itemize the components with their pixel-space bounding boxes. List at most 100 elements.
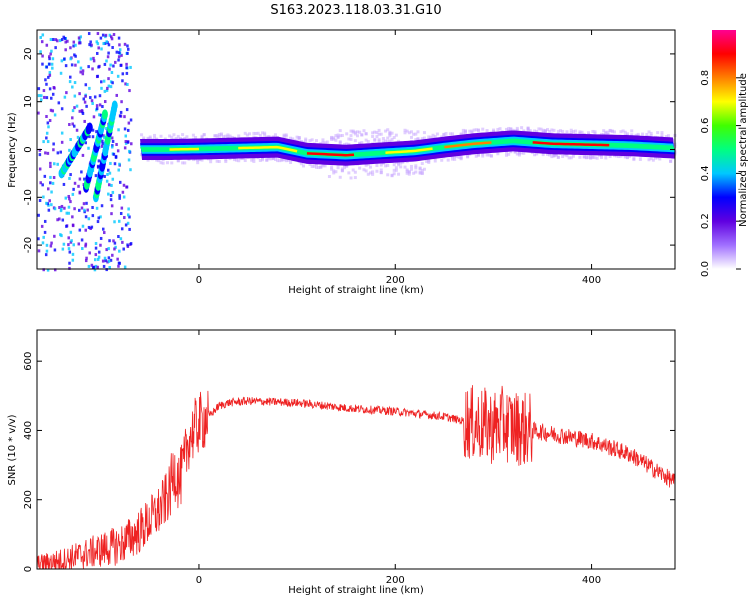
spectrogram-halo-cell — [574, 129, 578, 133]
spectrogram-scatter-cell — [122, 247, 125, 251]
spectrogram-scatter-cell — [94, 253, 98, 257]
spectrogram-x-ticks: 0 200 400 — [196, 30, 601, 286]
spectrogram-scatter-cell — [62, 242, 66, 246]
spectrogram-halo-cell — [209, 160, 213, 164]
spectrogram-halo-cell — [334, 170, 338, 174]
snr-series-line — [36, 385, 676, 570]
spectrogram-halo-cell — [403, 165, 407, 169]
spectrogram-halo-cell — [535, 129, 539, 133]
spectrogram-scatter-cell — [45, 115, 48, 119]
spectrogram-scatter-cell — [84, 259, 88, 263]
spectrogram-halo-cell — [589, 156, 593, 160]
spectrogram-scatter-cell — [107, 84, 111, 88]
spectrogram-halo-cell — [252, 159, 256, 163]
spectrogram-halo-cell — [314, 162, 318, 166]
spectrogram-scatter-cell — [67, 247, 71, 251]
spectrogram-halo-cell — [161, 161, 165, 165]
spectrogram-scatter-cell — [95, 107, 99, 111]
spectrogram-halo-cell — [386, 173, 390, 177]
spectrogram-halo-cell — [466, 154, 470, 158]
spectrogram-halo-cell — [345, 142, 349, 146]
snr-y-tick-label: 600 — [23, 352, 34, 371]
spectrogram-scatter-cell — [82, 202, 86, 206]
spectrogram-halo-cell — [248, 132, 252, 136]
spectrogram-scatter-cell — [68, 197, 71, 201]
spectrogram-scatter-cell — [93, 95, 97, 99]
spectrogram-halo-cell — [546, 127, 550, 131]
spectrogram-scatter-cell — [53, 234, 56, 238]
spectrogram-scatter-cell — [71, 85, 74, 89]
spectrogram-scatter-cell — [83, 177, 86, 181]
spectrogram-scatter-cell — [64, 64, 68, 68]
spectrogram-halo-cell — [347, 137, 351, 141]
spectrogram-scatter-cell — [73, 181, 77, 185]
spectrogram-scatter-cell — [107, 259, 111, 263]
spectrogram-scatter-cell — [113, 162, 117, 166]
spectrogram-halo-cell — [541, 153, 545, 157]
spectrogram-halo-cell — [515, 126, 519, 130]
spectrogram-scatter-cell — [95, 130, 98, 134]
spectrogram-halo-cell — [340, 167, 344, 171]
spectrogram-halo-cell — [349, 176, 353, 180]
spectrogram-halo-cell — [334, 134, 338, 138]
spectrogram-scatter-cell — [105, 59, 108, 63]
spectrogram-halo-cell — [459, 156, 463, 160]
spectrogram-halo-cell — [517, 153, 521, 157]
spectrogram-halo-cell — [578, 155, 582, 159]
spectrogram-scatter-cell — [93, 268, 97, 272]
spectrogram-halo-cell — [202, 133, 206, 137]
spectrogram-scatter-cell — [51, 38, 55, 42]
spectrogram-halo-cell — [600, 132, 604, 136]
spectrogram-scatter-cell — [107, 77, 110, 81]
spectrogram-halo-cell — [353, 139, 357, 143]
spectrogram-halo-cell — [153, 136, 157, 140]
spectrogram-halo-cell — [386, 128, 390, 132]
spectrogram-scatter-cell — [125, 71, 129, 75]
spectrogram-halo-cell — [492, 130, 496, 134]
spectrogram-halo-cell — [364, 132, 368, 136]
spectrogram-halo-cell — [414, 170, 418, 174]
spectrogram-halo-cell — [660, 133, 664, 137]
spectrogram-halo-cell — [628, 154, 632, 158]
spectrogram-halo-cell — [409, 167, 413, 171]
spectrogram-halo-cell — [541, 128, 545, 132]
spectrogram-halo-cell — [379, 163, 383, 167]
spectrogram-halo-cell — [422, 131, 426, 135]
spectrogram-scatter-cell — [85, 201, 88, 205]
spectrogram-scatter-cell — [89, 57, 93, 61]
spectrogram-halo-cell — [533, 153, 537, 157]
spectrogram-halo-cell — [282, 133, 286, 137]
spectrogram-scatter-cell — [126, 213, 130, 217]
spectrogram-halo-cell — [630, 133, 634, 137]
spectrogram-scatter-cell — [84, 228, 88, 232]
spectrogram-x-tick-label: 400 — [582, 275, 601, 286]
spectrogram-scatter-cell — [106, 86, 109, 90]
spectrogram-halo-cell — [282, 158, 286, 162]
spectrogram-halo-cell — [489, 154, 493, 158]
spectrogram-scatter-cell — [42, 268, 45, 272]
spectrogram-scatter-cell — [108, 239, 111, 243]
spectrogram-halo-cell — [386, 140, 390, 144]
spectrogram-halo-cell — [269, 157, 273, 161]
spectrogram-scatter-cell — [80, 170, 83, 174]
spectrogram-scatter-cell — [81, 153, 85, 157]
spectrogram-halo-cell — [371, 170, 375, 174]
spectrogram-scatter-cell — [123, 115, 126, 119]
spectrogram-halo-cell — [340, 169, 344, 173]
spectrogram-halo-cell — [399, 165, 403, 169]
spectrogram-scatter-cell — [91, 135, 95, 139]
spectrogram-scatter-cell — [40, 94, 43, 98]
spectrogram-scatter-cell — [122, 195, 126, 199]
spectrogram-halo-cell — [168, 134, 172, 138]
spectrogram-scatter-cell — [107, 192, 110, 196]
spectrogram-halo-cell — [399, 161, 403, 165]
spectrogram-scatter-cell — [100, 86, 103, 90]
spectrogram-halo-cell — [539, 127, 543, 131]
spectrogram-scatter-cell — [121, 72, 125, 76]
spectrogram-halo-cell — [364, 163, 368, 167]
spectrogram-scatter-cell — [69, 46, 72, 50]
spectrogram-halo-cell — [461, 131, 465, 135]
spectrogram-scatter-cell — [64, 40, 67, 44]
spectrogram-scatter-cell — [128, 215, 131, 219]
spectrogram-scatter-cell — [62, 35, 65, 39]
